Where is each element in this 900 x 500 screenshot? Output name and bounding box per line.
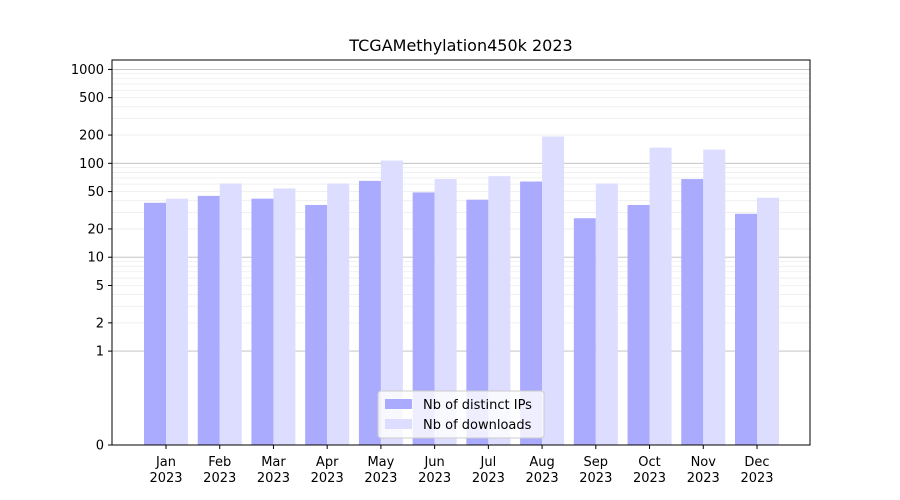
y-tick-label: 50 — [87, 185, 104, 200]
x-tick-label: Aug 2023 — [526, 455, 559, 486]
y-tick-label: 1 — [96, 345, 104, 360]
bar-downloads — [380, 160, 403, 445]
plot-frame — [111, 59, 811, 446]
x-tick-label: Jul 2023 — [472, 455, 505, 486]
bar-distinct-ips — [144, 202, 166, 445]
y-tick-label: 500 — [79, 91, 104, 106]
bar-downloads — [219, 183, 242, 445]
legend-swatch — [385, 399, 412, 409]
y-tick-label: 200 — [79, 129, 104, 144]
bar-distinct-ips — [358, 180, 381, 445]
chart-title: TCGAMethylation450k 2023 — [348, 36, 572, 55]
legend: Nb of distinct IPs Nb of downloads — [377, 390, 545, 439]
bar-downloads — [649, 147, 672, 446]
y-tick-label: 10 — [87, 251, 104, 266]
x-tick-label: Feb 2023 — [203, 455, 236, 486]
bar-distinct-ips — [197, 195, 220, 445]
bar-downloads — [703, 149, 726, 445]
bars — [144, 136, 779, 446]
x-tick-label: Jun 2023 — [418, 455, 451, 486]
x-tick-label: Nov 2023 — [687, 455, 720, 486]
legend-box — [377, 390, 545, 439]
x-tick-label: Dec 2023 — [740, 455, 773, 486]
bar-downloads — [488, 176, 511, 445]
bar-downloads — [166, 198, 188, 445]
legend-label: Nb of downloads — [423, 418, 532, 433]
y-tick-label: 5 — [96, 279, 104, 294]
bar-distinct-ips — [520, 181, 543, 445]
x-axis: Jan 2023 Feb 2023 Mar 2023 Apr 2023 May 2023 Jun 20… — [149, 445, 774, 486]
x-tick-label: May 2023 — [364, 455, 397, 486]
y-tick-label: 0 — [96, 439, 104, 454]
bar-distinct-ips — [573, 218, 596, 445]
x-tick-label: Oct 2023 — [633, 455, 666, 486]
x-tick-label: Jan 2023 — [149, 455, 182, 486]
bar-downloads — [434, 179, 457, 445]
x-tick-label: Mar 2023 — [257, 455, 290, 486]
bar-distinct-ips — [735, 213, 757, 445]
bar-downloads — [757, 197, 779, 445]
y-tick-label: 1000 — [71, 63, 104, 78]
bar-distinct-ips — [466, 199, 489, 445]
bar-downloads — [595, 183, 618, 445]
y-tick-label: 2 — [96, 316, 104, 331]
bar-downloads — [542, 136, 565, 445]
bar-distinct-ips — [412, 192, 435, 445]
x-tick-label: Sep 2023 — [579, 455, 612, 486]
x-tick-label: Apr 2023 — [311, 455, 344, 486]
bar-downloads — [273, 188, 296, 445]
y-axis: 0 1 2 5 10 20 50 100 200 500 1000 — [71, 63, 112, 454]
bar-distinct-ips — [305, 204, 328, 445]
legend-swatch — [385, 419, 412, 429]
bar-distinct-ips — [627, 204, 650, 445]
y-tick-label: 100 — [79, 157, 104, 172]
bar-downloads — [327, 183, 350, 445]
bar-distinct-ips — [251, 198, 274, 445]
y-tick-label: 20 — [87, 222, 104, 237]
legend-label: Nb of distinct IPs — [423, 398, 532, 413]
bar-distinct-ips — [681, 179, 704, 445]
